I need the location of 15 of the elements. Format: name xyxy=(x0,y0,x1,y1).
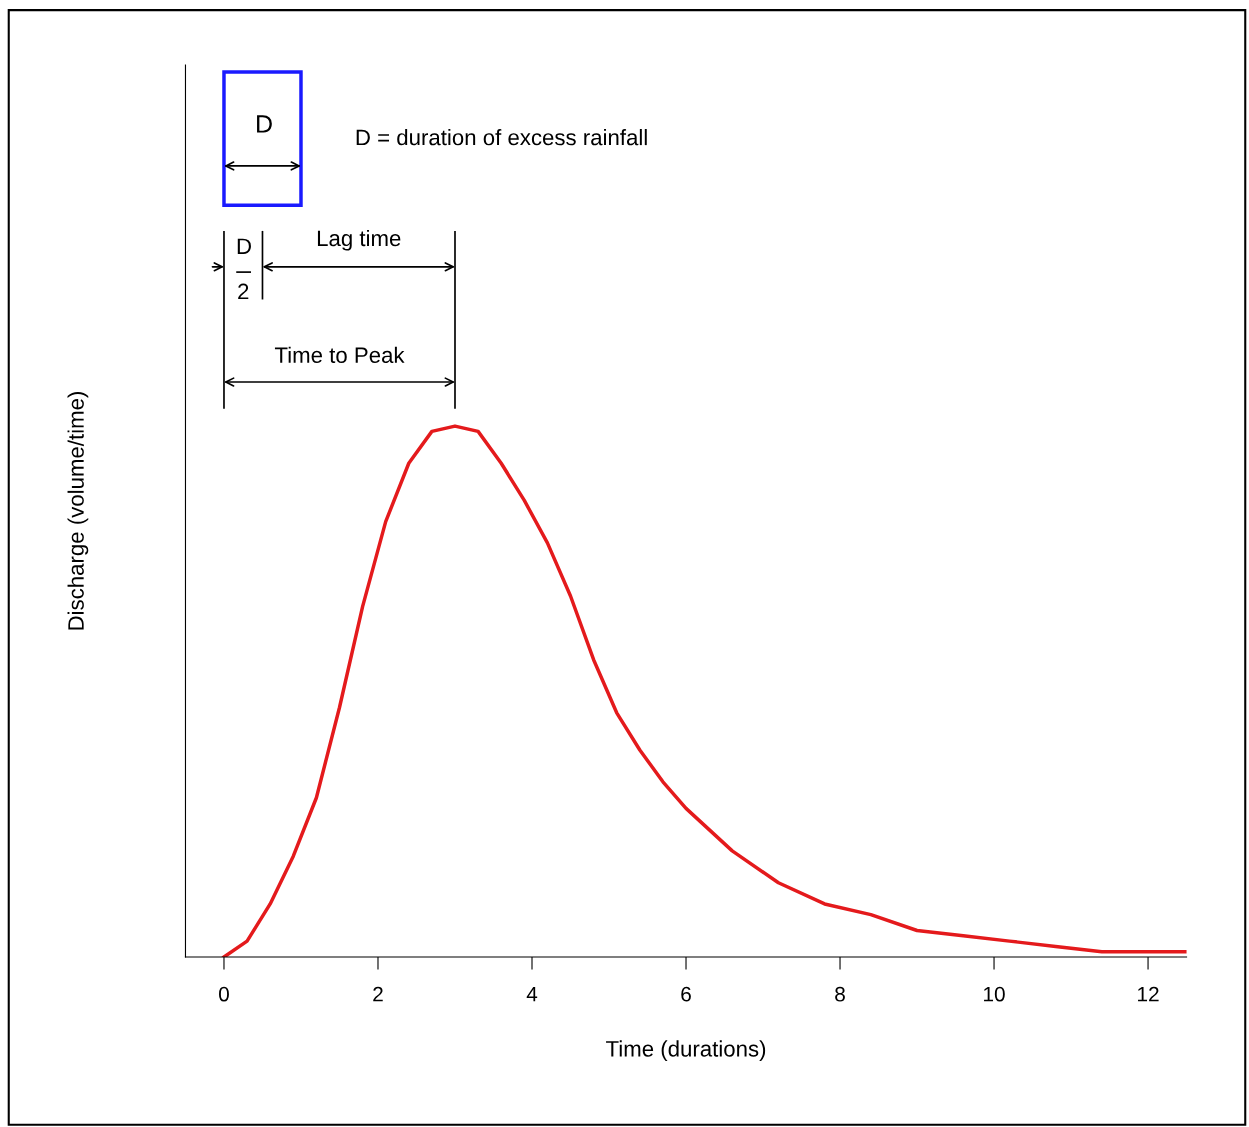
y-axis-title: Discharge (volume/time) xyxy=(67,392,89,630)
x-tick-label: 6 xyxy=(681,986,691,1002)
x-tick-label: 10 xyxy=(984,986,1005,1002)
text: D xyxy=(257,115,272,133)
x-axis-title: Time (durations) xyxy=(606,1040,766,1062)
x-tick-label: 2 xyxy=(373,986,383,1002)
x-tick-label: 4 xyxy=(526,986,538,1002)
x-tick-label: 0 xyxy=(219,986,229,1002)
text: D xyxy=(237,238,251,254)
text: 2 xyxy=(238,283,249,300)
text: Time to Peak xyxy=(274,346,405,364)
text: Lag time xyxy=(317,229,401,251)
x-tick-label: 8 xyxy=(835,986,845,1002)
text: D = duration of excess rainfall xyxy=(356,129,647,146)
x-tick-label: 12 xyxy=(1138,986,1159,1002)
